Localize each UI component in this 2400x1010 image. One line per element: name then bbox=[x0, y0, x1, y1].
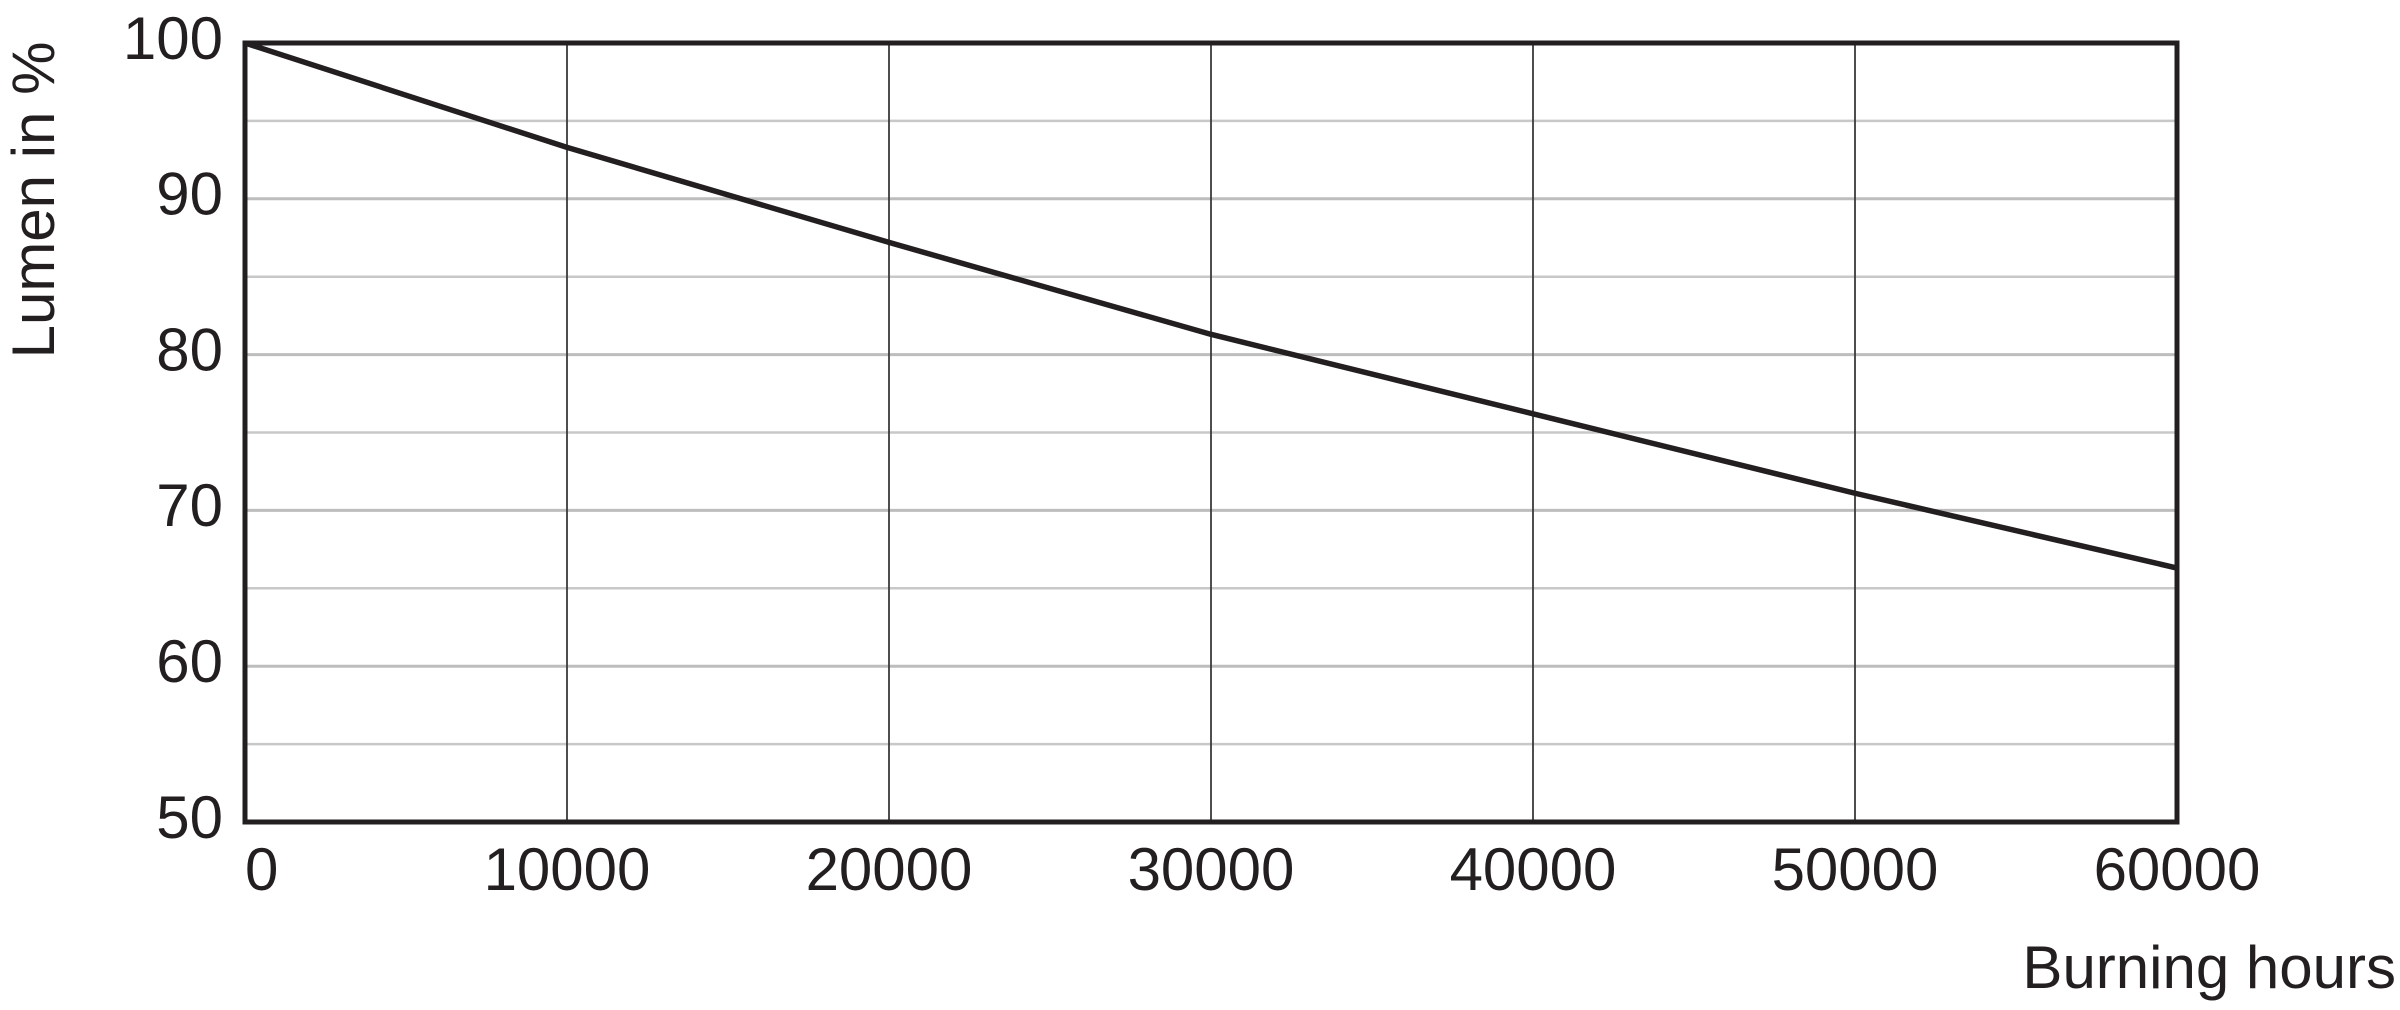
x-tick-label: 60000 bbox=[2094, 836, 2261, 903]
x-tick-label: 50000 bbox=[1772, 836, 1939, 903]
y-tick-label: 100 bbox=[123, 5, 223, 72]
x-tick-label: 10000 bbox=[484, 836, 651, 903]
y-tick-label: 90 bbox=[156, 161, 223, 228]
y-tick-label: 70 bbox=[156, 472, 223, 539]
y-axis-label: Lumen in % bbox=[0, 42, 67, 359]
x-tick-label: 30000 bbox=[1128, 836, 1295, 903]
line bbox=[244, 40, 2178, 571]
x-tick-label: 20000 bbox=[806, 836, 973, 903]
y-tick-label: 80 bbox=[156, 316, 223, 383]
plot-frame bbox=[242, 40, 2180, 825]
y-tick-label: 50 bbox=[156, 784, 223, 851]
y-tick-label: 60 bbox=[156, 628, 223, 695]
x-tick-label: 40000 bbox=[1450, 836, 1617, 903]
x-tick-label: 0 bbox=[245, 836, 278, 903]
x-axis-label: Burning hours bbox=[2022, 934, 2396, 1001]
